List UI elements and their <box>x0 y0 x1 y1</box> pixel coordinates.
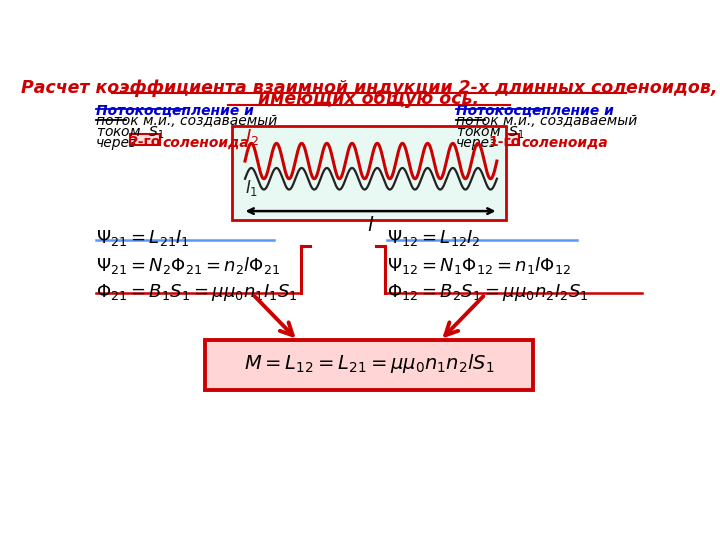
Text: соленоида: соленоида <box>522 136 608 150</box>
Text: $I_1$: $I_1$ <box>245 178 258 198</box>
Text: Потокосцепление и: Потокосцепление и <box>96 103 254 117</box>
Text: $\Psi_{21} = N_2\Phi_{21} = n_2 l\Phi_{21}$: $\Psi_{21} = N_2\Phi_{21} = n_2 l\Phi_{2… <box>96 255 280 276</box>
Bar <box>490 134 519 145</box>
Text: поток м.и., создаваемый: поток м.и., создаваемый <box>96 114 277 128</box>
Text: $\Phi_{21} = B_1 S_1 = \mu\mu_0 n_1 I_1 S_1$: $\Phi_{21} = B_1 S_1 = \mu\mu_0 n_1 I_1 … <box>96 282 297 303</box>
Text: $\Psi_{21} = L_{21}I_1$: $\Psi_{21} = L_{21}I_1$ <box>96 228 190 248</box>
Text: $l$: $l$ <box>367 217 374 235</box>
Bar <box>130 134 160 145</box>
Text: током  $S_1$: током $S_1$ <box>456 125 525 141</box>
Text: 2-го: 2-го <box>129 135 161 149</box>
Text: $\Psi_{12} = L_{12}I_2$: $\Psi_{12} = L_{12}I_2$ <box>387 228 480 248</box>
Text: $I_2$: $I_2$ <box>245 127 259 147</box>
Text: имеющих общую ось.: имеющих общую ось. <box>258 90 480 109</box>
Text: $M = L_{12} = L_{21} = \mu\mu_0 n_1 n_2 l S_1$: $M = L_{12} = L_{21} = \mu\mu_0 n_1 n_2 … <box>243 352 495 375</box>
Bar <box>232 126 506 220</box>
Text: Расчет коэффициента взаимной индукции 2-х длинных соленоидов,: Расчет коэффициента взаимной индукции 2-… <box>21 79 717 97</box>
Text: Потокосцепление и: Потокосцепление и <box>456 103 613 117</box>
Text: поток м.и., создаваемый: поток м.и., создаваемый <box>456 114 637 128</box>
Text: 1-го: 1-го <box>488 135 521 149</box>
Text: соленоида: соленоида <box>162 136 249 150</box>
Text: $\Psi_{12} = N_1\Phi_{12} = n_1 l\Phi_{12}$: $\Psi_{12} = N_1\Phi_{12} = n_1 l\Phi_{1… <box>387 255 571 276</box>
Text: током  $S_1$: током $S_1$ <box>96 125 165 141</box>
Text: через: через <box>96 136 138 150</box>
Text: через: через <box>456 136 498 150</box>
Bar <box>204 340 534 390</box>
Text: $\Phi_{12} = B_2 S_1 = \mu\mu_0 n_2 I_2 S_1$: $\Phi_{12} = B_2 S_1 = \mu\mu_0 n_2 I_2 … <box>387 282 588 303</box>
